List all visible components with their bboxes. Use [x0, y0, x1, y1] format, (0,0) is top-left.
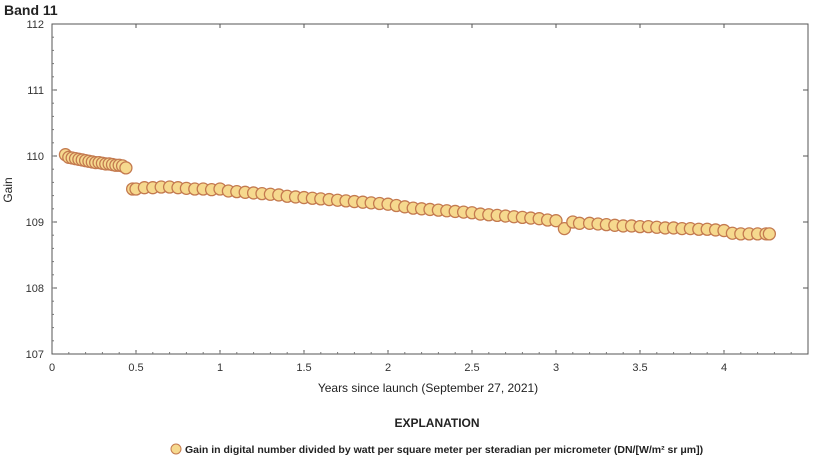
x-tick-label: 4: [721, 362, 727, 374]
data-point: [119, 161, 133, 175]
data-point: [762, 227, 777, 241]
legend-marker: [170, 443, 182, 455]
x-axis: 0 0.5 1 1.5 2 2.5 3 3.5 4: [49, 24, 792, 374]
x-axis-label: Years since launch (September 27, 2021): [318, 381, 538, 395]
y-tick-label: 108: [26, 283, 44, 295]
legend-label: Gain in digital number divided by watt p…: [185, 444, 703, 455]
data-point: [549, 214, 563, 228]
data-points: [58, 148, 777, 241]
y-tick-label: 110: [26, 151, 44, 163]
x-tick-label: 3: [553, 362, 559, 374]
x-tick-label: 1.5: [296, 362, 311, 374]
explanation-title: EXPLANATION: [394, 416, 479, 430]
y-axis: 107 108 109 110 111 112: [26, 19, 808, 361]
x-tick-label: 1: [217, 362, 223, 374]
plot-area: [51, 23, 809, 355]
y-axis-label: Gain: [1, 177, 15, 202]
x-tick-label: 2: [385, 362, 391, 374]
y-tick-label: 111: [27, 85, 44, 97]
x-tick-label: 0: [49, 362, 55, 374]
y-tick-label: 109: [26, 217, 44, 229]
y-tick-label: 107: [26, 349, 44, 361]
x-tick-label: 0.5: [128, 362, 143, 374]
x-tick-label: 3.5: [632, 362, 647, 374]
x-tick-label: 2.5: [464, 362, 479, 374]
chart-title: Band 11: [4, 2, 58, 18]
y-tick-label: 112: [26, 19, 44, 31]
